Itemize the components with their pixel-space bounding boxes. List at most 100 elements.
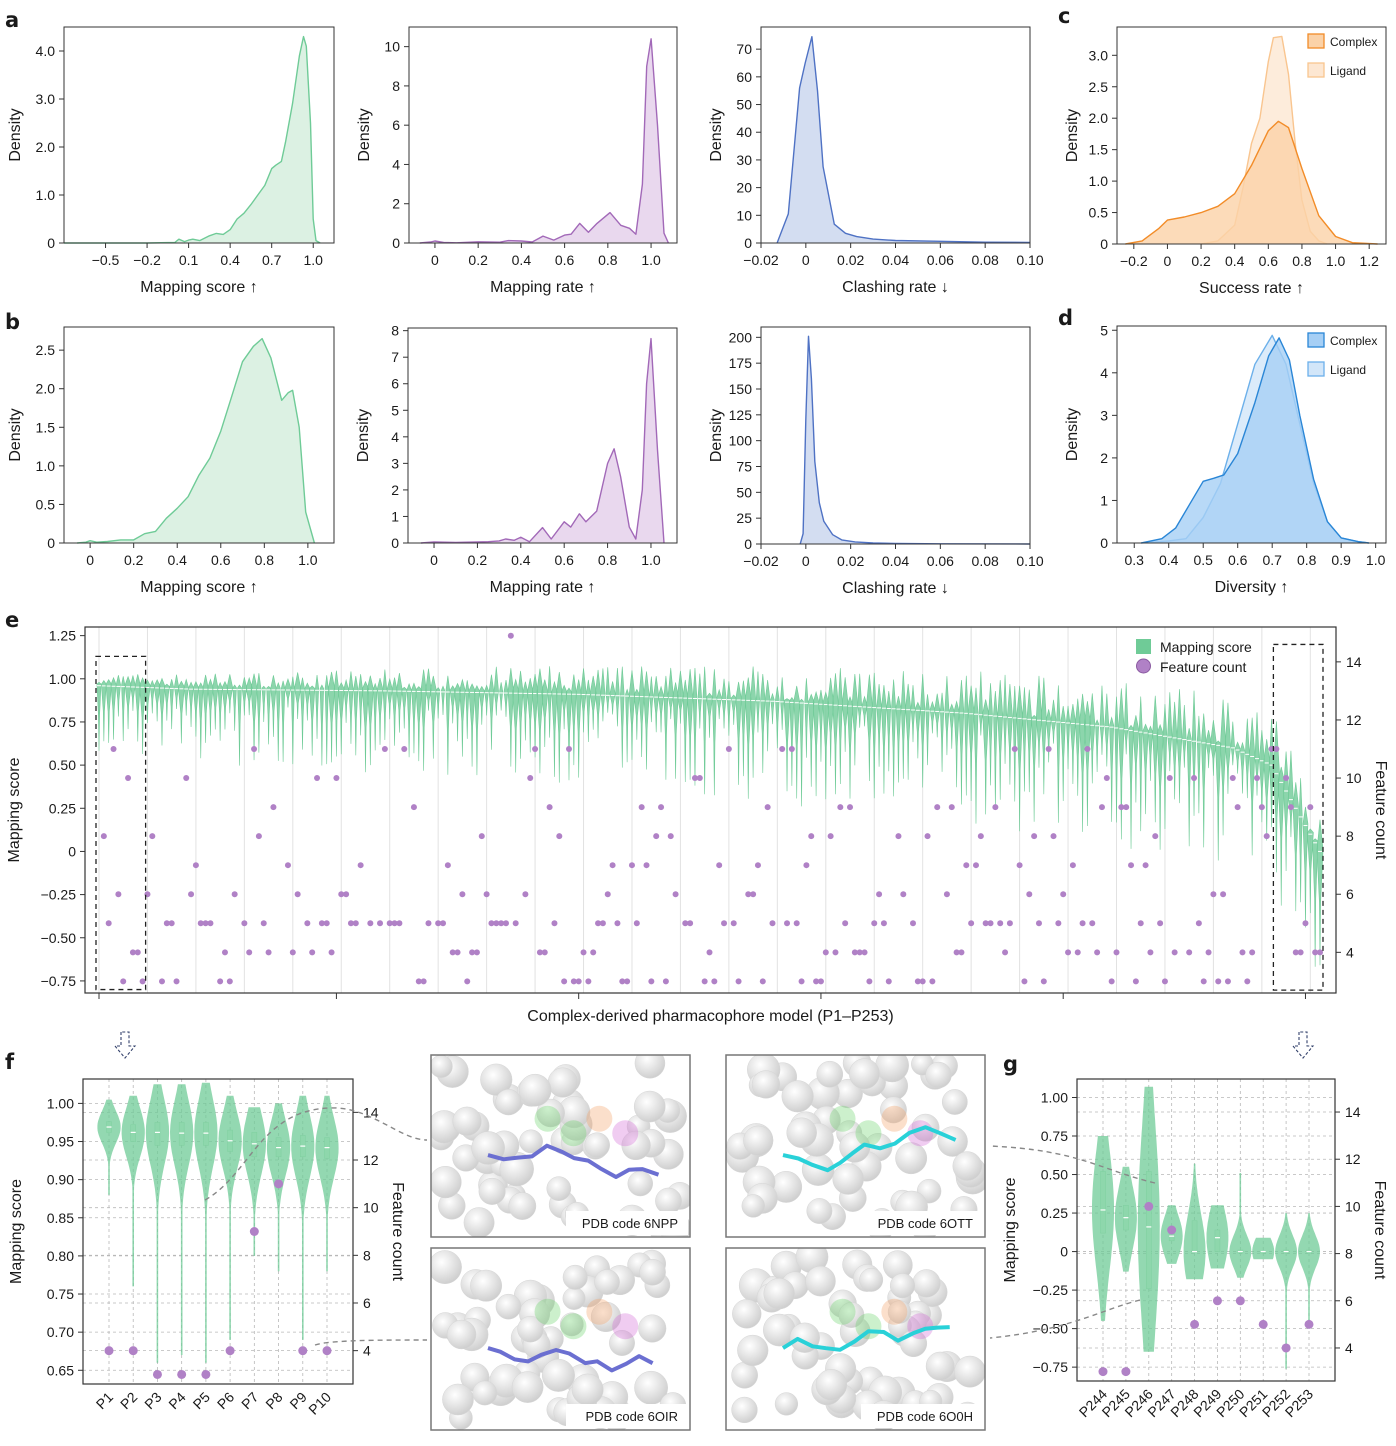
y-tick-label: 100 (729, 433, 753, 449)
violin (677, 670, 684, 724)
feature-count-point (1035, 920, 1042, 927)
chart-b3: −0.02 0 0.02 0.04 0.06 0.08 0.1002550751001251… (708, 326, 1044, 597)
violin (1254, 712, 1260, 796)
y-tick-label: 0.90 (47, 1172, 74, 1188)
x-tick-label: −0.2 (133, 252, 161, 268)
protein-atom-sphere (751, 1070, 781, 1099)
y-axis-label: Mapping score (1002, 1177, 1019, 1282)
x-tick-label: 0 (430, 552, 438, 568)
violin (712, 669, 717, 796)
protein-atom-sphere (816, 1060, 844, 1088)
feature-count-point (977, 833, 984, 840)
feature-count-point (1215, 978, 1222, 985)
plot-frame (407, 327, 678, 544)
y-axis-label: Density (356, 108, 373, 161)
structure-frame (725, 1054, 986, 1238)
violin-iqr-box (203, 1122, 209, 1146)
violin (212, 673, 219, 730)
y-tick-label: 10 (384, 39, 400, 55)
violin (217, 681, 223, 741)
feature-count-point (512, 920, 519, 927)
y-axis-label: Density (1064, 109, 1081, 162)
y-tick-label: 1 (1100, 492, 1108, 508)
y-tick-label: 0 (744, 536, 752, 552)
violin (1109, 716, 1115, 822)
feature-count-point (1084, 746, 1091, 752)
pharmacophore-feature-sphere (560, 1120, 587, 1147)
protein-atom-sphere (786, 1117, 817, 1148)
feature-count-point (599, 920, 606, 927)
feature-count-point (1147, 949, 1154, 956)
y2-tick-label: 12 (1346, 712, 1362, 728)
feature-count-point (842, 920, 849, 927)
legend-swatch-ligand (1307, 62, 1325, 78)
y-tick-label: 5 (1100, 322, 1108, 338)
feature-count-point (982, 920, 989, 927)
feature-count-point (1297, 949, 1304, 956)
violin-iqr-box (130, 1124, 136, 1142)
y-tick-label: 3.0 (36, 91, 56, 107)
protein-atom-sphere (472, 1380, 498, 1406)
violin (682, 679, 688, 782)
violin (633, 688, 640, 740)
structure-panel-4: PDB code 6O0H (725, 1247, 986, 1431)
feature-count-point (217, 978, 224, 985)
density-line-complex (1140, 337, 1369, 544)
violin (609, 681, 616, 715)
protein-atom-sphere (832, 1163, 864, 1195)
violin (436, 687, 441, 719)
protein-atom-sphere (627, 1170, 653, 1197)
y-tick-label: 0 (391, 535, 399, 551)
pharmacophore-feature-sphere (829, 1298, 856, 1325)
feature-count-point (289, 949, 296, 956)
feature-count-point (1273, 746, 1280, 752)
violin (493, 666, 499, 716)
x-tick-label: 0.4 (1225, 253, 1245, 269)
violin (638, 666, 645, 758)
violin (170, 1084, 194, 1355)
violin (993, 691, 998, 809)
feature-count-point (1055, 920, 1062, 927)
feature-count-point (1229, 775, 1236, 782)
feature-count-point (415, 978, 422, 985)
plot-frame (63, 26, 335, 244)
protein-atom-sphere (508, 1192, 537, 1220)
y-tick-label: 1.5 (36, 419, 56, 435)
violin (149, 679, 155, 714)
chart-b1: 0 0.2 0.4 0.6 0.8 1.0 0 0.5 1.0 1.5 2.0 2.5 Mapping … (7, 326, 335, 596)
protein-atom-sphere (517, 1315, 544, 1343)
pdb-code-label: PDB code 6OIR (586, 1409, 679, 1424)
feature-count-point (449, 949, 456, 956)
feature-count-point (1302, 920, 1309, 927)
y-axis-label: Density (708, 108, 725, 161)
y-tick-label: 0.95 (47, 1134, 74, 1150)
feature-count-point (667, 833, 674, 840)
violin (366, 675, 374, 766)
y-tick-label: 1.00 (49, 671, 76, 687)
feature-count-point (866, 978, 873, 985)
violin (291, 1095, 315, 1340)
feature-count-point (1011, 746, 1018, 752)
feature-count-point (750, 891, 757, 898)
y-tick-label: −0.75 (1033, 1359, 1069, 1375)
protein-atom-sphere (805, 1265, 836, 1297)
density-fill-mapping-rate (419, 38, 669, 243)
protein-atom-sphere (895, 1142, 928, 1175)
feature-count-point (536, 949, 543, 956)
feature-count-point (134, 949, 141, 956)
violin (750, 666, 756, 778)
feature-count-point (706, 949, 713, 956)
feature-count-point (318, 920, 325, 927)
x-tick-label: 0.06 (927, 553, 954, 569)
violin (556, 672, 563, 783)
x-tick-label: 0 (86, 552, 94, 568)
x-tick-label: 0.10 (1016, 252, 1043, 268)
feature-count-point (565, 746, 572, 752)
violin (121, 676, 126, 742)
feature-count-point (149, 833, 156, 840)
y-tick-label: 0.75 (1041, 1128, 1068, 1144)
feature-count-point (522, 891, 529, 898)
violin (507, 668, 514, 767)
feature-count-point (1016, 862, 1023, 869)
feature-count-point (992, 804, 999, 811)
